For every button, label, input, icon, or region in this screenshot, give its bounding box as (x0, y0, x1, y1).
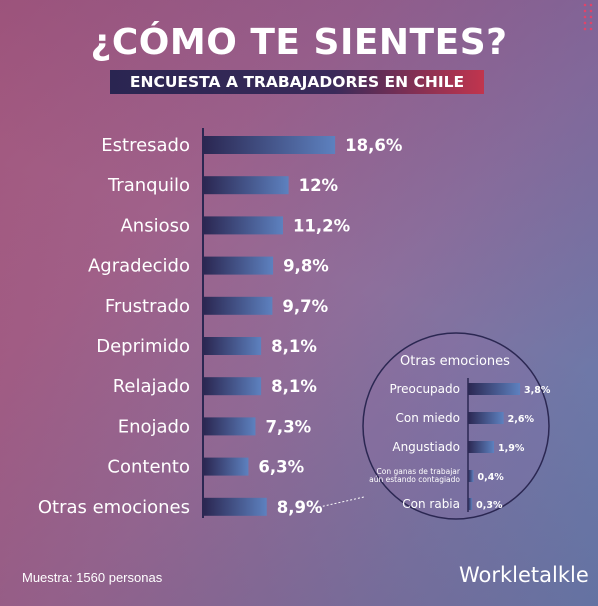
inset-category-label-preocupado: Preocupado (389, 382, 460, 396)
category-label-deprimido: Deprimido (96, 336, 190, 357)
inset-value-label-preocupado: 3,8% (524, 385, 551, 396)
inset-bar-con-miedo (468, 412, 504, 424)
inset-category-labels: Preocupado Con miedo Angustiado Con ganas d… (369, 382, 461, 511)
category-label-tranquilo: Tranquilo (107, 175, 190, 196)
category-label-otras-emociones: Otras emociones (38, 497, 190, 518)
bar-enojado (204, 417, 256, 436)
inset-category-label-angustiado: Angustiado (392, 440, 460, 454)
category-label-relajado: Relajado (113, 376, 190, 397)
inset-bar-con-ganas-de-trabajar-aun-estando-contagiado (468, 470, 474, 482)
inset-connector (314, 496, 365, 509)
value-label-agradecido: 9,8% (283, 257, 329, 276)
value-label-ansioso: 11,2% (293, 216, 351, 235)
bar-frustrado (204, 296, 273, 315)
bar-deprimido (204, 337, 262, 355)
inset-title: Otras emociones (400, 354, 510, 369)
page-subtitle: ENCUESTA A TRABAJADORES EN CHILE (110, 70, 484, 94)
inset-value-label-con-miedo: 2,6% (508, 414, 535, 425)
inset-value-label-angustiado: 1,9% (498, 443, 525, 454)
page-title: ¿CÓMO TE SIENTES? (90, 22, 508, 63)
value-label-frustrado: 9,7% (282, 297, 328, 316)
main-value-labels: 18,6% 12% 11,2% 9,8% 9,7% 8,1% 8,1% 7,3% 6,3% 8,9… (258, 136, 402, 517)
category-label-ansioso: Ansioso (120, 215, 190, 236)
sample-size-note: Muestra: 1560 personas (22, 570, 163, 585)
main-bars (204, 136, 336, 516)
value-label-contento: 6,3% (258, 458, 304, 477)
value-label-relajado: 8,1% (271, 377, 317, 396)
inset-category-label-con-miedo: Con miedo (395, 411, 460, 425)
brand-logo: Workletalkle (459, 563, 589, 587)
bar-relajado (204, 377, 262, 396)
inset-bar-angustiado (468, 441, 495, 453)
inset-bar-con-rabia (468, 498, 473, 510)
inset-circle (362, 332, 550, 520)
value-label-estresado: 18,6% (345, 136, 403, 155)
bar-otras-emociones (204, 497, 267, 516)
bar-tranquilo (204, 176, 289, 195)
inset-value-labels: 3,8% 2,6% 1,9% 0,4% 0,3% (476, 385, 551, 511)
inset-category-label-con-rabia: Con rabia (402, 497, 460, 511)
value-label-deprimido: 8,1% (271, 337, 317, 356)
inset-value-label-con-rabia: 0,3% (476, 500, 503, 511)
category-label-estresado: Estresado (101, 135, 190, 156)
value-label-enojado: 7,3% (265, 417, 311, 436)
value-label-otras-emociones: 8,9% (277, 498, 323, 517)
main-category-labels: Estresado Tranquilo Ansioso Agradecido Frust… (38, 135, 190, 518)
bar-estresado (204, 136, 336, 154)
value-label-tranquilo: 12% (299, 176, 339, 195)
inset-bars (468, 383, 521, 510)
inset-bar-preocupado (468, 383, 521, 395)
decorative-dots (582, 2, 594, 32)
bar-agradecido (204, 256, 274, 275)
inset-value-label-con-ganas-de-trabajar-aun-estando-contagiado: 0,4% (477, 472, 504, 483)
category-label-frustrado: Frustrado (105, 296, 190, 317)
inset-category-label-con-ganas-de-trabajar-aun-estando-contagiado: Con ganas de trabajar aún estando contagi… (369, 467, 461, 484)
category-label-agradecido: Agradecido (88, 256, 190, 277)
category-label-contento: Contento (107, 457, 190, 478)
bar-contento (204, 457, 249, 476)
bar-ansioso (204, 216, 283, 235)
category-label-enojado: Enojado (118, 416, 190, 437)
